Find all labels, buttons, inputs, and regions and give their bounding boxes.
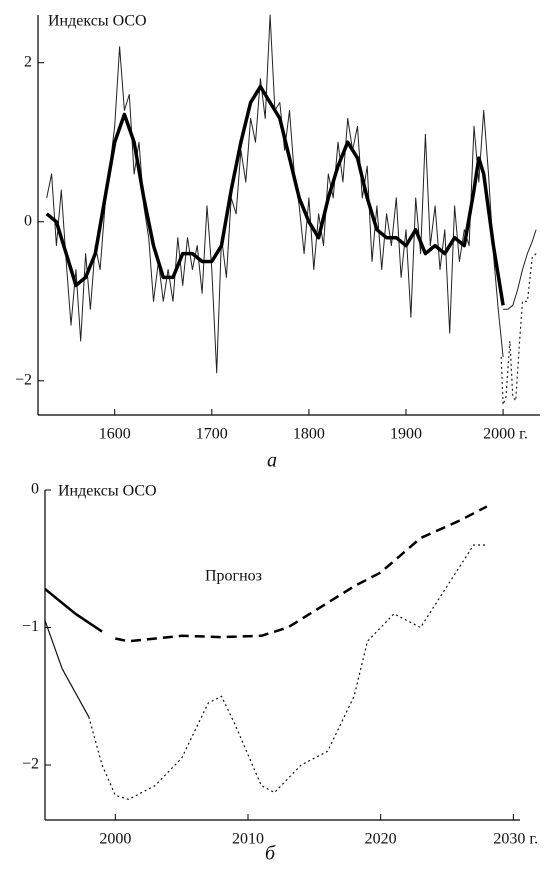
x-tick-label: 1600	[99, 426, 131, 443]
x-tick-label: 1900	[390, 426, 422, 443]
y-tick-label: 2	[24, 53, 32, 70]
y-tick-label: 0	[31, 481, 39, 498]
x-tick-label: 1700	[196, 426, 228, 443]
series-line	[503, 229, 537, 310]
x-tick-label: 2030 г.	[493, 831, 538, 848]
y-axis-label: Индексы ОСО	[58, 483, 157, 500]
y-tick-label: −1	[22, 618, 39, 635]
y-tick-label: −2	[22, 756, 39, 773]
x-tick-label: 2010	[232, 831, 264, 848]
y-tick-label: −2	[15, 371, 32, 388]
panel-caption: б	[265, 843, 276, 865]
series-line	[500, 253, 537, 406]
y-axis-label: Индексы ОСО	[48, 13, 147, 30]
y-tick-label: 0	[24, 212, 32, 229]
x-tick-label: 2000 г.	[483, 426, 528, 443]
series-line	[45, 84, 505, 306]
x-tick-label: 2020	[365, 831, 397, 848]
series-line	[44, 620, 90, 718]
panel-caption: а	[267, 450, 277, 472]
x-tick-label: 1800	[293, 426, 325, 443]
annotation: Прогноз	[205, 568, 262, 585]
series-line	[88, 544, 487, 800]
x-tick-label: 2000	[99, 831, 131, 848]
series-line	[115, 505, 488, 643]
series-line	[46, 14, 504, 374]
series-line	[44, 588, 103, 633]
